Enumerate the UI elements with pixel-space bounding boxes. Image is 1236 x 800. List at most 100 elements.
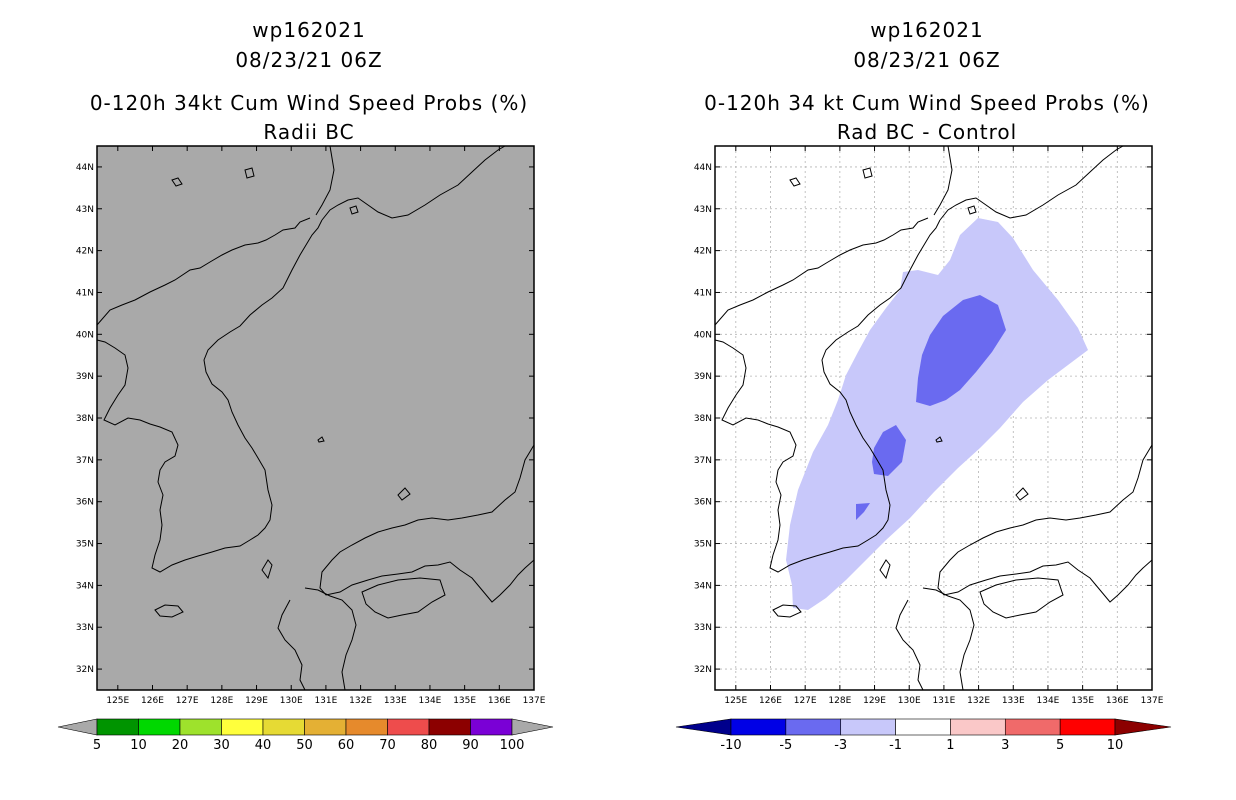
lat-label: 32N [76, 665, 94, 675]
colorbar-swatch [262, 718, 305, 736]
lon-label: 126E [759, 696, 782, 706]
left-title: 0-120h 34kt Cum Wind Speed Probs (%) [89, 91, 529, 115]
colorbar-label: 3 [1001, 738, 1009, 753]
lon-label: 137E [523, 696, 546, 706]
left-coastlines [96, 145, 535, 691]
left-subtitle: Radii BC [263, 120, 355, 144]
lon-label: 128E [828, 696, 851, 706]
lon-label: 127E [794, 696, 817, 706]
colorbar-swatch [1004, 718, 1061, 736]
lat-label: 38N [694, 414, 712, 424]
lon-label: 128E [210, 696, 233, 706]
lat-label: 34N [76, 581, 94, 591]
lat-label: 41N [76, 288, 94, 298]
colorbar-swatch [950, 718, 1006, 736]
lon-label: 133E [384, 696, 407, 706]
fill-minus3-to-minus5-south [856, 503, 870, 520]
colorbar-label: 1 [946, 738, 954, 753]
lon-label: 133E [1002, 696, 1025, 706]
lon-label: 125E [106, 696, 129, 706]
lon-label: 132E [967, 696, 990, 706]
left-storm-id: wp162021 [252, 18, 366, 42]
lat-label: 35N [76, 540, 94, 550]
colorbar-label: 80 [421, 738, 438, 753]
left-datetime: 08/23/21 06Z [235, 48, 383, 72]
colorbar-label: 20 [172, 738, 189, 753]
lon-label: 135E [453, 696, 476, 706]
lat-label: 33N [694, 623, 712, 633]
right-subtitle: Rad BC - Control [836, 120, 1018, 144]
lat-label: 43N [694, 205, 712, 215]
colorbar-label: 100 [500, 738, 525, 753]
lon-label: 134E [1037, 696, 1060, 706]
lat-label: 37N [76, 456, 94, 466]
lat-label: 43N [76, 205, 94, 215]
colorbar-swatch [895, 718, 951, 736]
right-map-figure: 32N 33N 34N 35N 36N 37N 38N 39N 40N 41N 42N 43N 44N 1… [675, 145, 1172, 753]
lat-label: 34N [694, 581, 712, 591]
fill-minus3-to-minus5-north [916, 295, 1006, 406]
left-map-panel: wp162021 08/23/21 06Z 0-120h 34kt Cum Wi… [57, 18, 554, 753]
lat-label: 42N [76, 247, 94, 257]
colorbar-swatch [840, 718, 896, 736]
right-datetime: 08/23/21 06Z [853, 48, 1001, 72]
lon-label: 126E [141, 696, 164, 706]
lat-label: 41N [694, 288, 712, 298]
right-map-panel: wp162021 08/23/21 06Z 0-120h 34 kt Cum W… [618, 0, 1236, 800]
lat-label: 42N [694, 247, 712, 257]
colorbar-high-end [1114, 718, 1172, 736]
lat-label: 36N [694, 498, 712, 508]
lon-label: 131E [932, 696, 955, 706]
left-plot-frame [96, 145, 535, 691]
colorbar-swatch [428, 718, 471, 736]
colorbar-label: 60 [338, 738, 355, 753]
colorbar-label: -10 [720, 738, 741, 753]
colorbar-swatch [304, 718, 347, 736]
colorbar-label: 30 [213, 738, 230, 753]
lon-label: 125E [724, 696, 747, 706]
lat-label: 44N [694, 163, 712, 173]
colorbar-swatch [179, 718, 222, 736]
colorbar-label: -1 [889, 738, 902, 753]
colorbar-label: 5 [93, 738, 101, 753]
colorbar-high-end [511, 718, 554, 736]
lat-label: 38N [76, 414, 94, 424]
lat-label: 37N [694, 456, 712, 466]
lat-label: 39N [76, 372, 94, 382]
colorbar-swatch [730, 718, 787, 736]
lon-label: 137E [1141, 696, 1164, 706]
colorbar-label: 10 [1107, 738, 1124, 753]
left-axes: 32N 33N 34N 35N 36N 37N 38N 39N 40N 41N 42N 43N 44N 1… [76, 146, 546, 706]
lon-label: 127E [176, 696, 199, 706]
colorbar-label: 70 [379, 738, 396, 753]
lon-label: 132E [349, 696, 372, 706]
colorbar-swatch [138, 718, 181, 736]
right-plot-frame [714, 145, 1153, 691]
colorbar-swatch [387, 718, 430, 736]
colorbar-label: 90 [462, 738, 479, 753]
lat-label: 39N [694, 372, 712, 382]
colorbar-label: 50 [296, 738, 313, 753]
lon-label: 129E [245, 696, 268, 706]
colorbar-low-end [57, 718, 98, 736]
lon-label: 136E [488, 696, 511, 706]
lon-label: 130E [280, 696, 303, 706]
colorbar-swatch [470, 718, 513, 736]
right-colorbar: -10 -5 -3 -1 1 3 5 10 [675, 718, 1172, 753]
lat-label: 40N [76, 330, 94, 340]
colorbar-label: -5 [779, 738, 792, 753]
lon-label: 129E [863, 696, 886, 706]
colorbar-low-end [675, 718, 732, 736]
lon-label: 134E [419, 696, 442, 706]
colorbar-swatch [96, 718, 139, 736]
colorbar-label: -3 [834, 738, 847, 753]
right-storm-id: wp162021 [870, 18, 984, 42]
colorbar-swatch [221, 718, 264, 736]
lat-label: 36N [76, 498, 94, 508]
colorbar-swatch [1059, 718, 1116, 736]
right-title: 0-120h 34 kt Cum Wind Speed Probs (%) [704, 91, 1150, 115]
lat-label: 33N [76, 623, 94, 633]
left-plot-area [97, 146, 534, 690]
left-map-figure: 32N 33N 34N 35N 36N 37N 38N 39N 40N 41N 42N 43N 44N 1… [57, 145, 554, 753]
lat-label: 35N [694, 540, 712, 550]
